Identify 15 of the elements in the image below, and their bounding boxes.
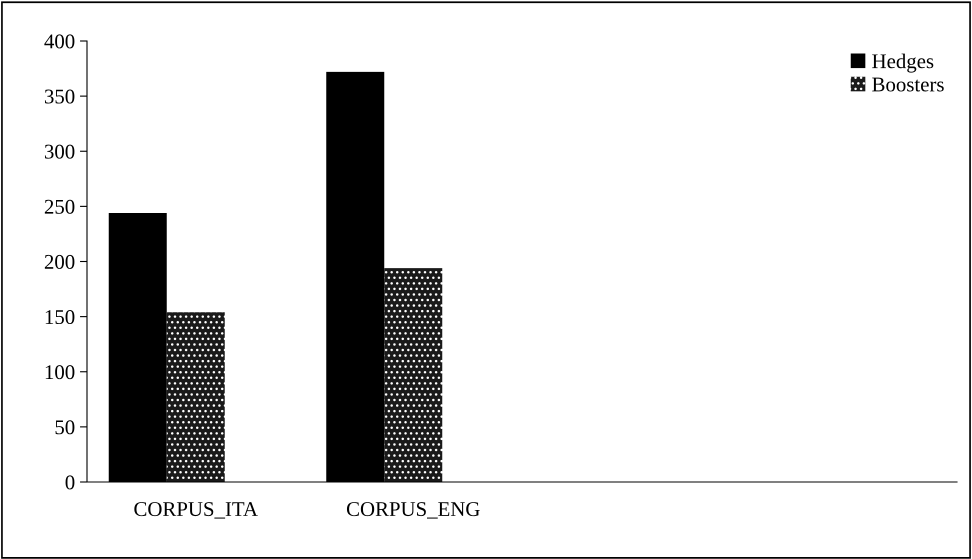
legend-label: Hedges <box>872 54 934 73</box>
legend-label: Boosters <box>872 78 944 92</box>
y-tick-label: 300 <box>44 144 74 159</box>
x-tick-label: CORPUS_ITA <box>134 502 258 519</box>
y-tick-label: 0 <box>66 475 74 490</box>
y-tick-label: 400 <box>44 34 74 48</box>
y-tick-label: 350 <box>44 90 74 104</box>
x-tick-label: CORPUS_ENG <box>346 502 480 519</box>
y-tick-label: 150 <box>46 310 74 324</box>
y-tick-label: 100 <box>46 365 74 380</box>
y-tick-label: 250 <box>44 200 74 214</box>
bar <box>166 312 225 482</box>
y-tick-label: 200 <box>44 254 74 269</box>
y-tick-label: 50 <box>56 420 74 434</box>
bar <box>384 268 442 482</box>
